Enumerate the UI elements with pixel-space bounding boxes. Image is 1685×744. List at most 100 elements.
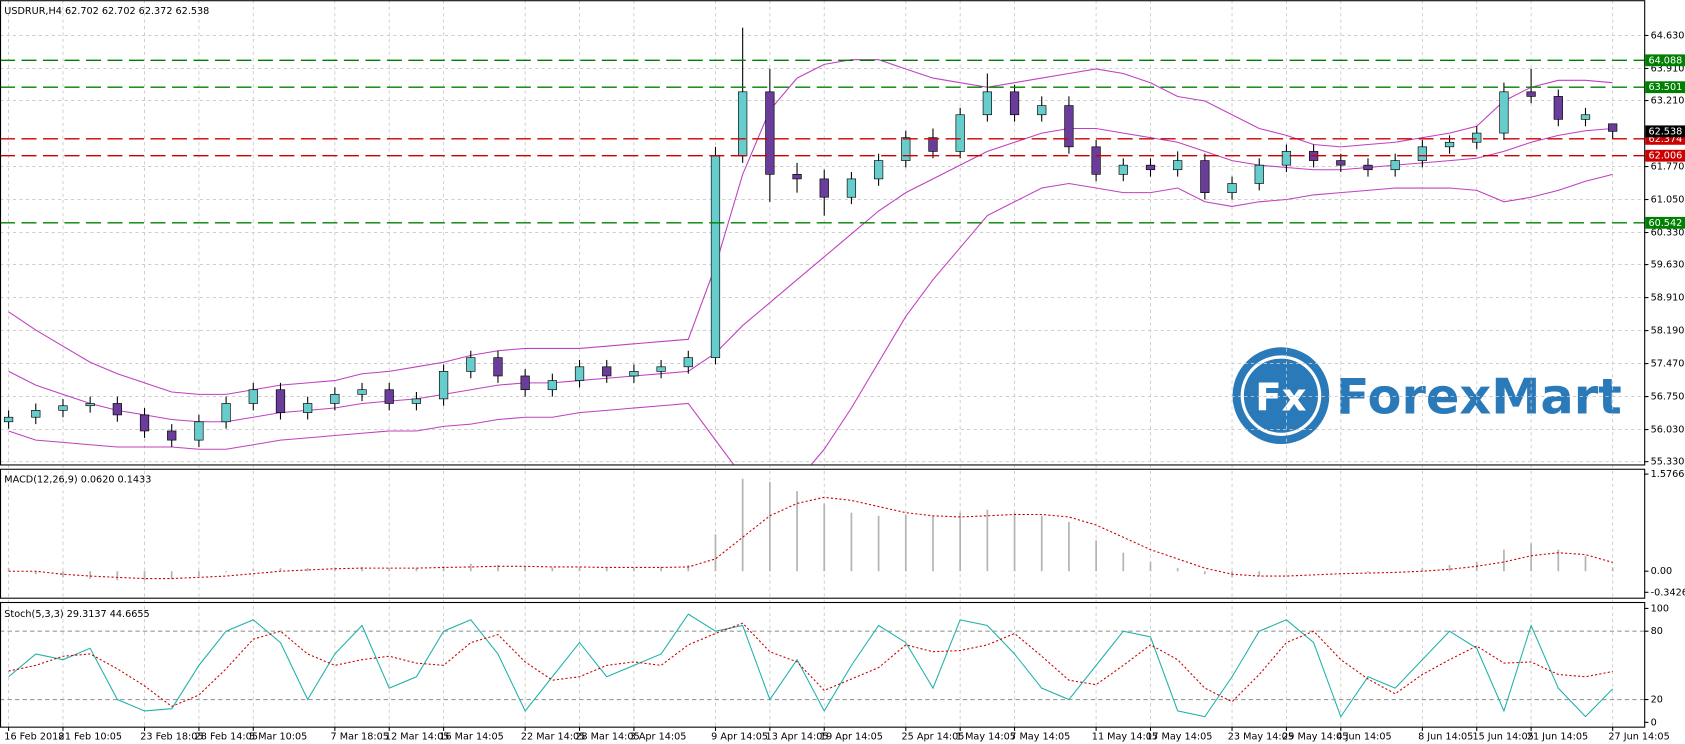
candle-body xyxy=(1145,164,1156,171)
candle-body xyxy=(58,405,68,411)
x-tick-label: 28 Feb 14:05 xyxy=(195,731,258,742)
y-tick-label: 60.330 xyxy=(1651,228,1685,239)
pane-title: USDRUR,H4 62.702 62.702 62.372 62.538 xyxy=(4,6,209,17)
y-tick-label: 61.770 xyxy=(1651,162,1685,173)
x-tick-label: 22 Mar 14:05 xyxy=(521,731,585,742)
bollinger-band xyxy=(8,127,1613,423)
x-tick-label: 7 May 14:05 xyxy=(1010,731,1070,742)
x-tick-label: 27 Jun 14:05 xyxy=(1608,731,1669,742)
x-tick-label: 23 Feb 18:05 xyxy=(140,731,203,742)
y-tick-label: 0.00 xyxy=(1651,566,1673,577)
x-tick-label: 21 Jun 14:05 xyxy=(1527,731,1588,742)
candle-body xyxy=(520,375,530,391)
x-tick-label: 11 May 14:05 xyxy=(1092,731,1158,742)
candle-body xyxy=(31,410,41,418)
candle-body xyxy=(982,91,992,116)
candle-body xyxy=(411,398,422,404)
candle-body xyxy=(738,91,748,157)
candle-body xyxy=(194,421,204,441)
candle-body xyxy=(493,357,503,377)
candle-body xyxy=(602,366,612,377)
level-label-box xyxy=(1645,149,1685,162)
level-label-box xyxy=(1645,216,1685,229)
candle-body xyxy=(1037,105,1047,116)
candle-body xyxy=(1553,96,1563,120)
level-label-box xyxy=(1645,81,1685,94)
x-tick-label: 25 Apr 14:05 xyxy=(901,731,964,742)
x-tick-label: 5 Mar 10:05 xyxy=(249,731,307,742)
candle-body xyxy=(1390,160,1400,171)
y-tick-label: 100 xyxy=(1651,603,1669,614)
pane-title: Stoch(5,3,3) 29.3137 44.6655 xyxy=(4,609,149,620)
level-label-box xyxy=(1645,132,1685,145)
y-tick-label: 20 xyxy=(1651,695,1663,706)
grid xyxy=(0,0,1645,727)
candle-body xyxy=(275,389,286,413)
y-tick-label: 63.910 xyxy=(1651,63,1685,74)
candle-body xyxy=(547,380,557,391)
x-tick-label: 8 Jun 14:05 xyxy=(1418,731,1473,742)
candle-body xyxy=(438,371,449,400)
pane-title: MACD(12,26,9) 0.0620 0.1433 xyxy=(4,474,151,485)
candle-body xyxy=(303,403,313,413)
x-tick-label: 12 Mar 14:05 xyxy=(385,731,449,742)
candle-body xyxy=(1254,164,1264,184)
y-tick-label: 58.910 xyxy=(1651,293,1685,304)
candle-body xyxy=(1472,132,1482,143)
x-tick-label: 15 Jun 14:05 xyxy=(1472,731,1533,742)
pane-frame xyxy=(0,468,1646,599)
candle-body xyxy=(139,414,150,432)
pane-candlestick xyxy=(3,27,1618,465)
candle-body xyxy=(955,114,965,152)
candle-body xyxy=(112,403,122,416)
candle-body xyxy=(574,366,585,381)
y-tick-label: 80 xyxy=(1651,626,1663,637)
x-tick-label: 28 Mar 14:05 xyxy=(575,731,639,742)
candle-body xyxy=(1064,105,1074,148)
x-tick-label: 23 May 14:05 xyxy=(1228,731,1294,742)
candle-body xyxy=(1444,141,1455,148)
candle-body xyxy=(1281,151,1292,166)
candle-body xyxy=(3,416,14,423)
y-tick-label: 64.630 xyxy=(1651,30,1685,41)
stoch-line xyxy=(8,622,1613,708)
candle-body xyxy=(1580,114,1591,120)
candle-body xyxy=(901,137,911,161)
candle-body xyxy=(1227,183,1237,193)
x-tick-label: 21 Feb 10:05 xyxy=(59,731,122,742)
candle-body xyxy=(1608,123,1618,132)
candle-body xyxy=(248,389,258,404)
stoch-line xyxy=(8,613,1614,718)
bollinger-band xyxy=(8,173,1613,465)
y-tick-label: 63.210 xyxy=(1651,96,1685,107)
candle-body xyxy=(765,91,775,175)
y-tick-label: 61.050 xyxy=(1651,195,1685,206)
x-tick-label: 16 Feb 2018 xyxy=(4,731,64,742)
x-tick-label: 3 Apr 14:05 xyxy=(630,731,687,742)
labels: USDRUR,H4 62.702 62.702 62.372 62.538 64.… xyxy=(4,6,1685,742)
pane-macd xyxy=(7,478,1614,581)
candle-body xyxy=(846,178,857,198)
bollinger-band xyxy=(8,59,1613,395)
y-tick-label: 55.330 xyxy=(1651,457,1685,468)
candle-body xyxy=(1499,91,1509,134)
logo-icon: Fx xyxy=(1255,375,1306,420)
x-tick-label: 29 May 14:05 xyxy=(1282,731,1348,742)
pane-stoch xyxy=(0,613,1645,718)
y-tick-label: 57.470 xyxy=(1651,359,1685,370)
x-tick-label: 17 May 14:05 xyxy=(1146,731,1212,742)
level-label: 62.006 xyxy=(1648,151,1682,162)
candle-body xyxy=(1336,160,1346,166)
x-tick-label: 13 Apr 14:05 xyxy=(766,731,829,742)
level-label: 60.542 xyxy=(1648,218,1682,229)
plot xyxy=(0,27,1645,718)
y-tick-label: 58.190 xyxy=(1651,326,1685,337)
y-tick-label: 1.5766 xyxy=(1651,469,1685,480)
candle-body xyxy=(656,366,666,372)
candle-body xyxy=(1118,164,1128,175)
price-label-box xyxy=(1645,125,1685,138)
macd-signal xyxy=(8,496,1613,580)
candle-body xyxy=(1417,146,1427,161)
